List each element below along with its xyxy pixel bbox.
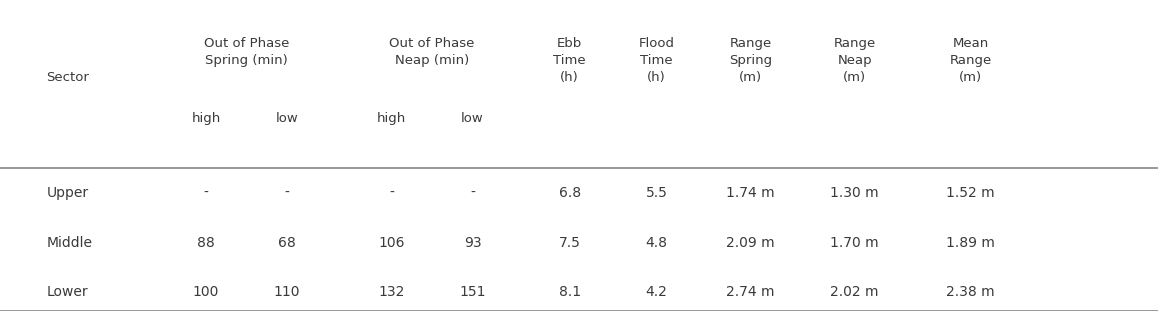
Text: high: high: [191, 112, 221, 125]
Text: 6.8: 6.8: [558, 186, 581, 200]
Text: Range
Spring
(m): Range Spring (m): [728, 37, 772, 84]
Text: 1.89 m: 1.89 m: [946, 235, 995, 250]
Text: 93: 93: [463, 235, 482, 250]
Text: -: -: [285, 186, 290, 200]
Text: 4.8: 4.8: [646, 235, 667, 250]
Text: 8.1: 8.1: [558, 285, 581, 299]
Text: 1.52 m: 1.52 m: [946, 186, 995, 200]
Text: 4.2: 4.2: [646, 285, 667, 299]
Text: 110: 110: [274, 285, 300, 299]
Text: Sector: Sector: [46, 71, 89, 84]
Text: Middle: Middle: [46, 235, 93, 250]
Text: 5.5: 5.5: [646, 186, 667, 200]
Text: 68: 68: [278, 235, 296, 250]
Text: Lower: Lower: [46, 285, 88, 299]
Text: 1.30 m: 1.30 m: [830, 186, 879, 200]
Text: 2.74 m: 2.74 m: [726, 285, 775, 299]
Text: 2.38 m: 2.38 m: [946, 285, 995, 299]
Text: 1.70 m: 1.70 m: [830, 235, 879, 250]
Text: Out of Phase
Neap (min): Out of Phase Neap (min): [389, 37, 475, 67]
Text: Flood
Time
(h): Flood Time (h): [638, 37, 675, 84]
Text: 151: 151: [460, 285, 485, 299]
Text: Range
Neap
(m): Range Neap (m): [834, 37, 875, 84]
Text: -: -: [470, 186, 475, 200]
Text: 132: 132: [379, 285, 404, 299]
Text: 2.09 m: 2.09 m: [726, 235, 775, 250]
Text: low: low: [276, 112, 299, 125]
Text: 7.5: 7.5: [559, 235, 580, 250]
Text: 88: 88: [197, 235, 215, 250]
Text: low: low: [461, 112, 484, 125]
Text: 106: 106: [379, 235, 404, 250]
Text: Upper: Upper: [46, 186, 88, 200]
Text: high: high: [376, 112, 406, 125]
Text: Mean
Range
(m): Mean Range (m): [950, 37, 991, 84]
Text: -: -: [204, 186, 208, 200]
Text: 2.02 m: 2.02 m: [830, 285, 879, 299]
Text: 100: 100: [193, 285, 219, 299]
Text: -: -: [389, 186, 394, 200]
Text: 1.74 m: 1.74 m: [726, 186, 775, 200]
Text: Ebb
Time
(h): Ebb Time (h): [554, 37, 586, 84]
Text: Out of Phase
Spring (min): Out of Phase Spring (min): [204, 37, 290, 67]
